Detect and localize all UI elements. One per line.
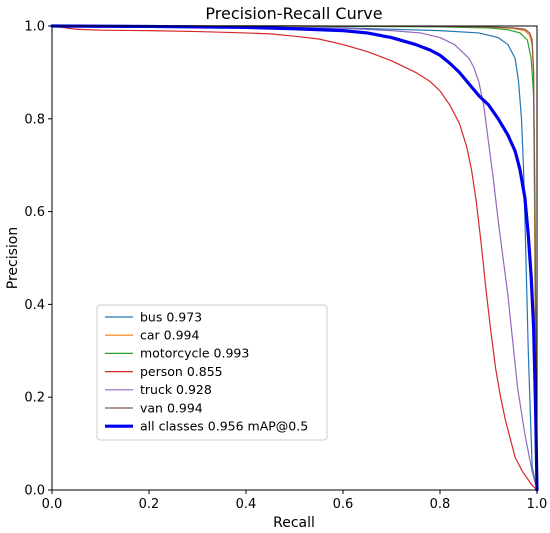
legend-label-motorcycle: motorcycle 0.993 [140, 346, 249, 361]
legend-items: bus 0.973 car 0.994 motorcycle 0.993 person… [105, 309, 308, 434]
series-line-truck [51, 25, 538, 491]
x-axis-label: Recall [273, 515, 315, 531]
legend-label-truck: truck 0.928 [140, 382, 212, 397]
legend-box [96, 304, 328, 441]
x-tick-label: 0.4 [236, 497, 257, 512]
legend-label-bus: bus 0.973 [140, 309, 202, 324]
y-tick-label: 0.6 [24, 205, 45, 220]
legend-label-person: person 0.855 [140, 364, 223, 379]
series-line-bus [51, 25, 538, 491]
legend-label-all: all classes 0.956 mAP@0.5 [140, 419, 308, 434]
y-tick-label: 0.8 [24, 112, 45, 127]
x-tick-label: 0.0 [42, 497, 63, 512]
x-tick-label: 0.2 [139, 497, 160, 512]
x-tick-label: 0.6 [333, 497, 354, 512]
y-tick-label: 0.0 [24, 484, 45, 499]
y-tick-label: 1.0 [24, 20, 45, 35]
x-axis-ticks: 0.0 0.2 0.4 0.6 0.8 1.0 [42, 490, 548, 512]
y-tick-label: 0.4 [24, 298, 45, 313]
legend: bus 0.973 car 0.994 motorcycle 0.993 person… [96, 304, 328, 441]
chart-title: Precision-Recall Curve [205, 4, 382, 23]
series-line-person [51, 25, 538, 491]
plot-frame [51, 25, 538, 491]
y-axis-ticks: 0.0 0.2 0.4 0.6 0.8 1.0 [24, 20, 52, 499]
x-tick-label: 1.0 [527, 497, 548, 512]
legend-label-van: van 0.994 [140, 400, 203, 415]
y-tick-label: 0.2 [24, 391, 45, 406]
series-line-all [50, 24, 539, 492]
legend-label-car: car 0.994 [140, 328, 199, 343]
y-axis-label: Precision [5, 227, 21, 289]
x-tick-label: 0.8 [430, 497, 451, 512]
